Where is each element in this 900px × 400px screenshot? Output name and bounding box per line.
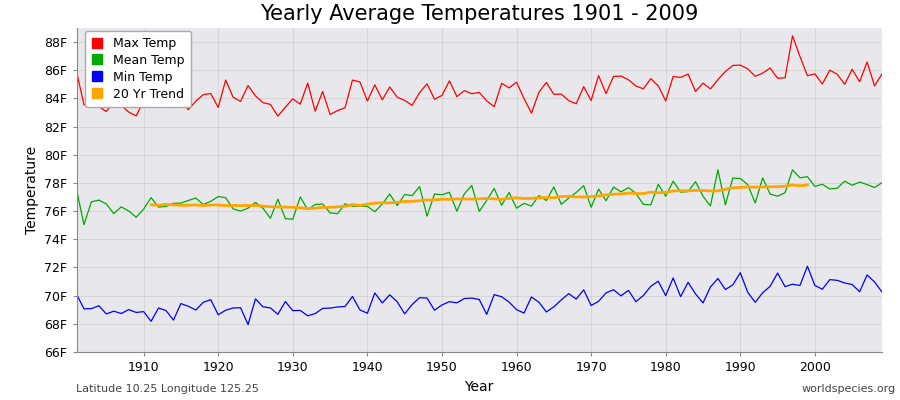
Legend: Max Temp, Mean Temp, Min Temp, 20 Yr Trend: Max Temp, Mean Temp, Min Temp, 20 Yr Tre… (85, 31, 191, 107)
Min Temp (608, 287, 619, 292)
Mean Temp (78, 222, 89, 227)
Title: Yearly Average Temperatures 1901 - 2009: Yearly Average Temperatures 1901 - 2009 (260, 4, 698, 24)
Min Temp (71, 292, 82, 296)
Mean Temp (877, 180, 887, 185)
20 Yr Trend (302, 206, 313, 211)
Max Temp (130, 114, 141, 118)
Min Temp (347, 294, 358, 299)
Max Temp (273, 114, 284, 118)
Mean Temp (713, 167, 724, 172)
Mean Temp (71, 187, 82, 192)
Line: Min Temp: Min Temp (76, 266, 882, 324)
Min Temp (302, 314, 313, 318)
Mean Temp (511, 206, 522, 210)
20 Yr Trend (146, 202, 157, 207)
X-axis label: Year: Year (464, 380, 494, 394)
Min Temp (802, 264, 813, 269)
Max Temp (608, 74, 619, 79)
Max Temp (347, 78, 358, 82)
Mean Temp (608, 185, 619, 190)
20 Yr Trend (735, 185, 746, 190)
20 Yr Trend (228, 203, 238, 208)
20 Yr Trend (407, 199, 418, 204)
Min Temp (877, 290, 887, 294)
Max Temp (788, 34, 798, 38)
Max Temp (518, 96, 529, 101)
Mean Temp (302, 207, 313, 212)
Y-axis label: Temperature: Temperature (25, 146, 39, 234)
Min Temp (518, 311, 529, 316)
Min Temp (511, 307, 522, 312)
Max Temp (511, 80, 522, 84)
Max Temp (302, 81, 313, 86)
Text: Latitude 10.25 Longitude 125.25: Latitude 10.25 Longitude 125.25 (76, 384, 259, 394)
20 Yr Trend (489, 196, 500, 201)
Mean Temp (518, 201, 529, 206)
Mean Temp (347, 204, 358, 209)
Min Temp (243, 322, 254, 327)
Text: worldspecies.org: worldspecies.org (801, 384, 896, 394)
Line: Mean Temp: Mean Temp (76, 170, 882, 225)
20 Yr Trend (802, 182, 813, 187)
Line: Max Temp: Max Temp (76, 36, 882, 116)
Line: 20 Yr Trend: 20 Yr Trend (151, 185, 807, 208)
Max Temp (71, 69, 82, 74)
Max Temp (877, 72, 887, 76)
Mean Temp (139, 207, 149, 212)
Min Temp (130, 310, 141, 315)
20 Yr Trend (212, 203, 223, 208)
20 Yr Trend (280, 205, 291, 210)
